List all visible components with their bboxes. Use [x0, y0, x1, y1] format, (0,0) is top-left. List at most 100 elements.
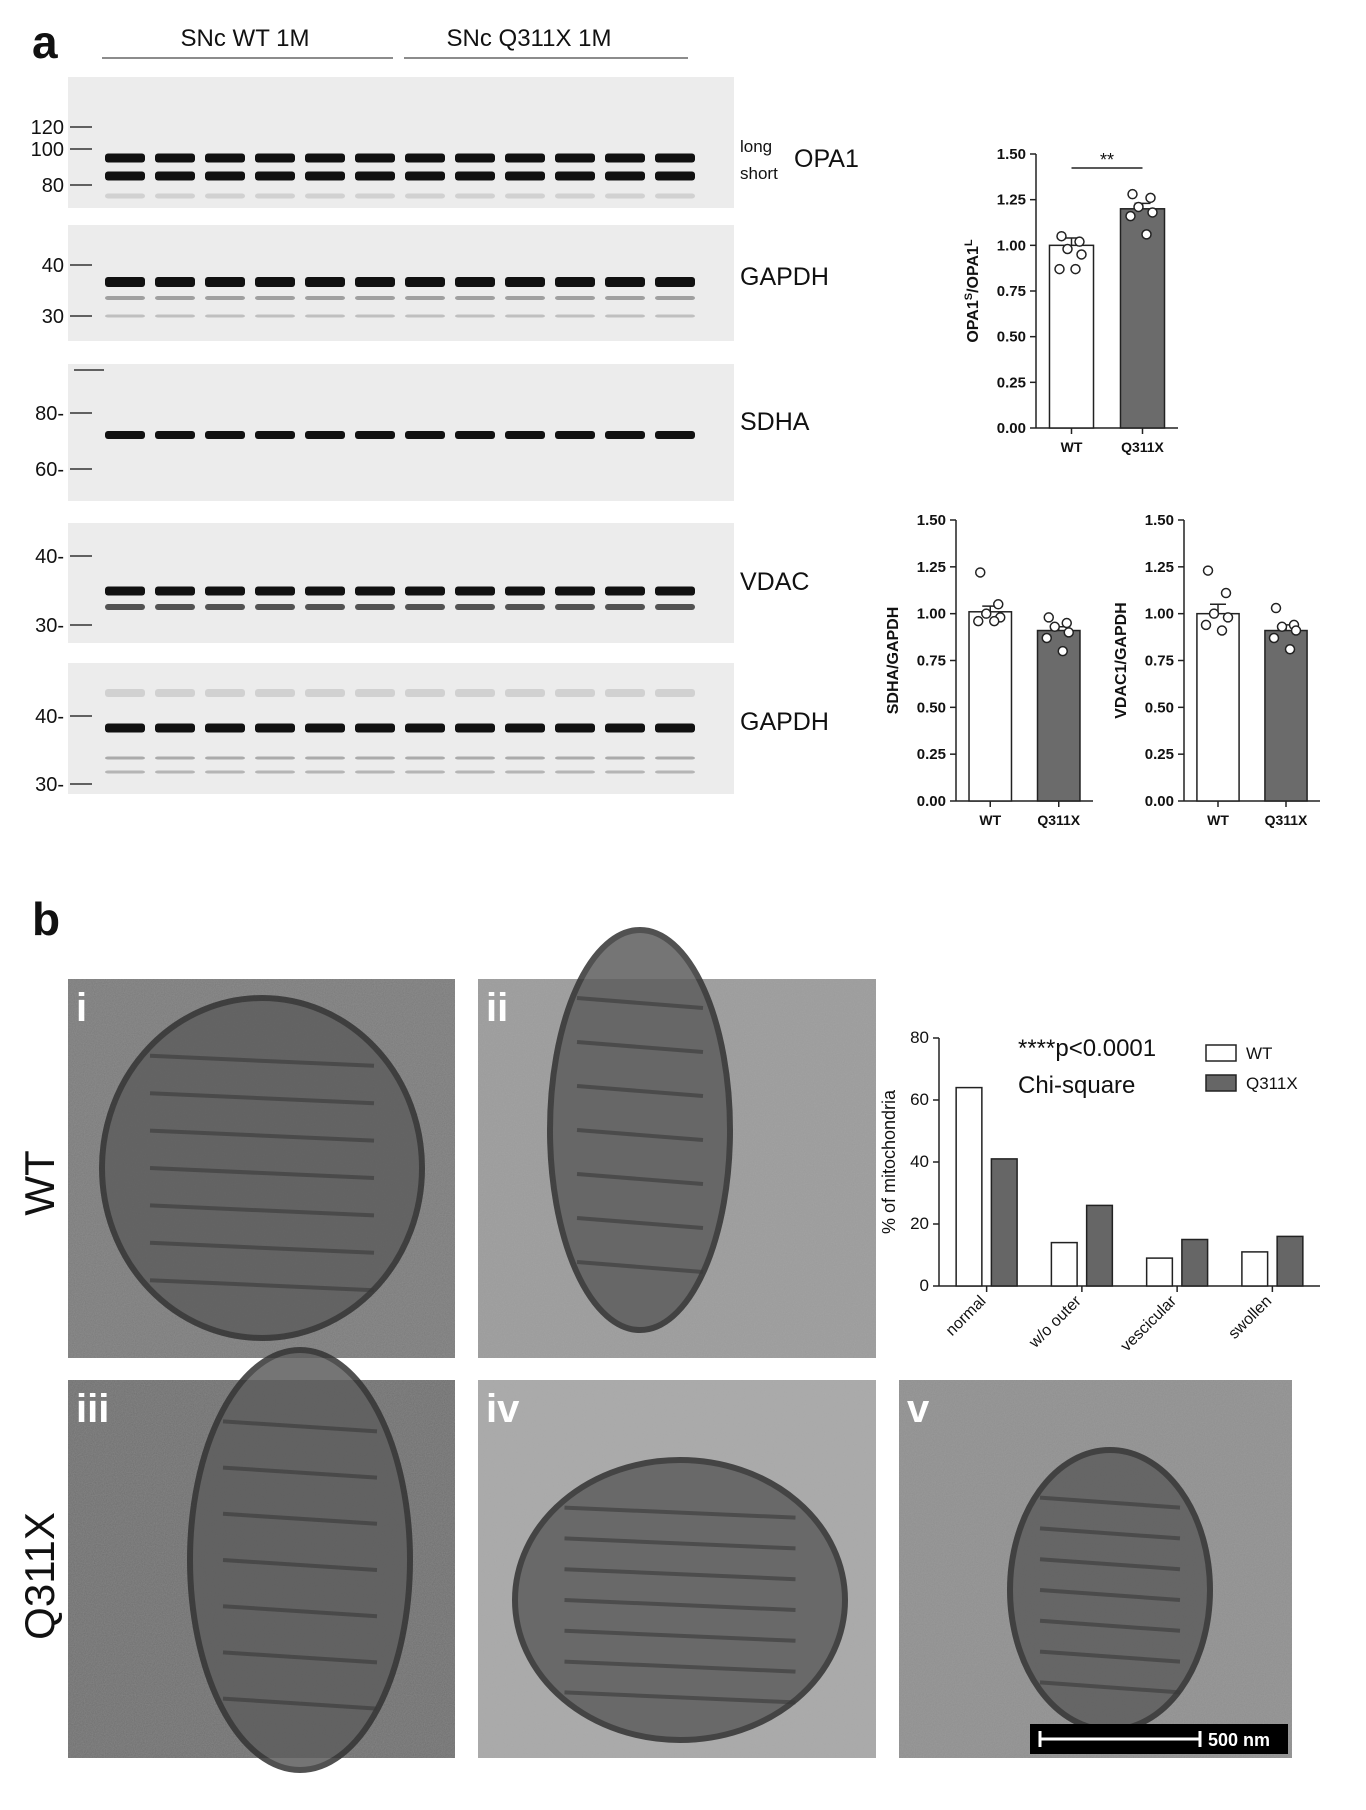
data-point — [1147, 207, 1158, 218]
crista — [222, 1604, 378, 1619]
bar — [1145, 1257, 1174, 1287]
band — [605, 586, 645, 596]
band — [655, 277, 695, 287]
data-point — [1062, 243, 1073, 255]
band — [355, 723, 395, 733]
y-tick-label: 1.00 — [997, 237, 1026, 254]
y-tick-label: 1.00 — [1145, 606, 1174, 623]
annotation: ****p<0.0001 — [1018, 1035, 1156, 1062]
band — [105, 689, 145, 697]
crista — [222, 1696, 378, 1711]
band — [305, 770, 345, 774]
protein-label: VDAC — [740, 568, 809, 596]
em-label: i — [76, 986, 87, 1030]
blot — [68, 77, 734, 208]
y-tick-label: 80 — [910, 1028, 929, 1047]
legend-swatch — [1205, 1044, 1237, 1062]
y-tick-label: 40 — [910, 1152, 929, 1171]
band — [155, 296, 195, 300]
y-axis-label: SDHA/GAPDH — [885, 607, 902, 715]
band — [605, 756, 645, 760]
y-tick-label: 0.75 — [917, 653, 946, 670]
data-point — [1268, 632, 1280, 644]
data-point — [1125, 210, 1136, 222]
band — [105, 153, 145, 163]
band — [355, 604, 395, 610]
band — [205, 296, 245, 300]
band — [455, 586, 495, 596]
y-tick-label: 1.50 — [917, 512, 946, 529]
band — [505, 153, 545, 163]
x-tick-label: normal — [943, 1293, 990, 1340]
band — [455, 756, 495, 760]
band — [555, 277, 595, 287]
crista — [1039, 1588, 1181, 1602]
band — [555, 756, 595, 760]
band — [505, 431, 545, 439]
band — [655, 723, 695, 733]
y-tick-label: 1.00 — [917, 606, 946, 623]
y-tick-label: 0.75 — [997, 283, 1026, 300]
band — [105, 193, 145, 199]
marker-label: 30- — [35, 774, 64, 796]
crista — [564, 1567, 796, 1582]
band — [205, 756, 245, 760]
band — [655, 689, 695, 697]
band — [605, 171, 645, 181]
y-axis-label: VDAC1/GAPDH — [1113, 602, 1130, 718]
crista — [564, 1690, 796, 1705]
bar — [1264, 629, 1308, 802]
band — [505, 723, 545, 733]
band — [105, 770, 145, 774]
band — [455, 604, 495, 610]
y-tick-label: 1.50 — [1145, 512, 1174, 529]
y-tick-label: 0.50 — [997, 329, 1026, 346]
band — [405, 153, 445, 163]
data-point — [1145, 192, 1156, 204]
band — [205, 314, 245, 318]
y-axis-label-part: L — [963, 239, 975, 246]
band — [105, 277, 145, 287]
y-tick-label: 1.25 — [917, 559, 946, 576]
y-tick-label: 0.25 — [917, 746, 946, 763]
y-tick-label: 60 — [910, 1090, 929, 1109]
x-tick-label: WT — [979, 812, 1001, 828]
band — [505, 277, 545, 287]
x-tick-label: Q311X — [1037, 812, 1080, 828]
band — [255, 604, 295, 610]
em-label: ii — [486, 986, 508, 1030]
band — [455, 770, 495, 774]
crista — [149, 1053, 375, 1068]
protein-label: short — [740, 164, 778, 183]
band — [455, 277, 495, 287]
row-label: Q311X — [16, 1512, 63, 1640]
band — [655, 770, 695, 774]
crista — [564, 1628, 796, 1643]
band — [605, 314, 645, 318]
x-tick-label: WT — [1207, 812, 1229, 828]
y-tick-label: 0.00 — [997, 420, 1026, 437]
band — [255, 770, 295, 774]
marker-label: 40- — [35, 706, 64, 728]
band — [655, 193, 695, 199]
x-tick-label: WT — [1061, 439, 1083, 455]
marker-label: 100 — [31, 139, 64, 161]
group-label: SNc WT 1M — [181, 25, 310, 52]
band — [255, 277, 295, 287]
band — [405, 314, 445, 318]
scale-bar-label: 500 nm — [1208, 1730, 1270, 1750]
band — [105, 586, 145, 596]
bar — [1050, 1241, 1078, 1287]
crista — [149, 1278, 375, 1293]
band — [305, 314, 345, 318]
band — [555, 296, 595, 300]
protein-label: long — [740, 137, 772, 156]
y-tick-label: 20 — [910, 1214, 929, 1233]
band — [205, 277, 245, 287]
y-axis-label: OPA1S/OPA1L — [963, 239, 982, 343]
band — [155, 770, 195, 774]
band — [405, 723, 445, 733]
data-point — [1208, 608, 1220, 619]
mitochondrion — [547, 927, 733, 1333]
band — [605, 193, 645, 199]
